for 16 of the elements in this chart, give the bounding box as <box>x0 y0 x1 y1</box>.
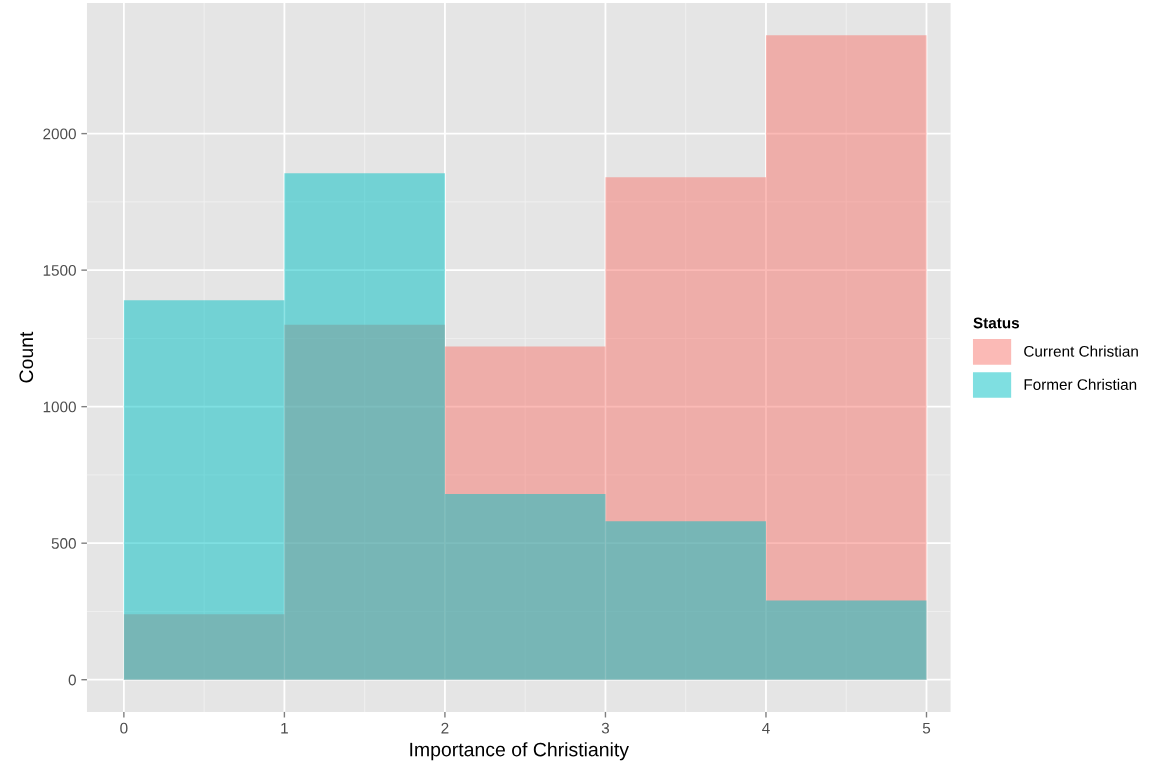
y-tick-label: 1500 <box>43 265 76 276</box>
x-tick-label: 0 <box>120 722 128 734</box>
x-tick-label: 3 <box>601 722 610 734</box>
legend-label: Former Christian <box>1024 378 1137 390</box>
legend-title: Status <box>973 317 1020 329</box>
y-tick-label: 500 <box>51 538 76 549</box>
y-tick-label: 1000 <box>43 401 76 413</box>
y-axis-title: Count <box>19 331 34 383</box>
y-tick-label: 2000 <box>43 128 76 140</box>
x-tick-label: 2 <box>441 722 449 734</box>
x-tick-label: 1 <box>281 722 288 734</box>
x-axis-title: Importance of Christianity <box>410 742 629 761</box>
legend-label: Current Christian <box>1024 345 1138 357</box>
x-tick-label: 5 <box>922 722 931 734</box>
x-tick-label: 4 <box>762 722 770 734</box>
y-tick-label: 0 <box>68 674 76 686</box>
